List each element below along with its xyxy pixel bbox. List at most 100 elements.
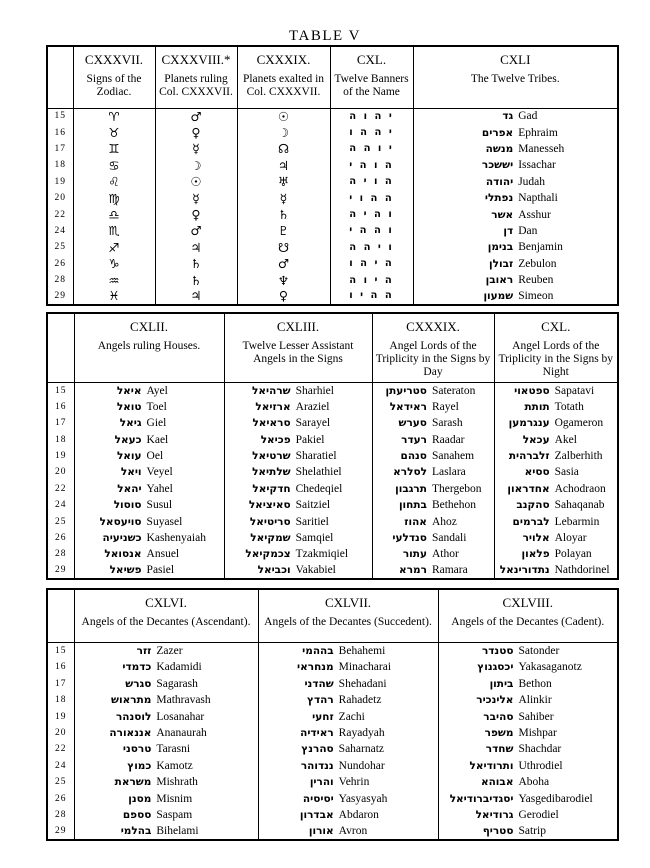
latin-transliteration: Sahaqanab — [554, 499, 605, 512]
hebrew-name: ננדוהר — [300, 759, 334, 772]
decan-angel-cadent: יכסגנוץ Yakasaganotz — [437, 659, 618, 676]
decan-angel-succedent: אורון Avron — [257, 823, 438, 840]
hebrew-name: בהלמי — [120, 824, 152, 837]
triplicity-angel-day: רמרא Ramara — [371, 562, 494, 579]
decan-angel-succedent: סהרנץ Saharnatz — [257, 741, 438, 758]
latin-transliteration: Saharnatz — [338, 743, 385, 756]
hebrew-latin-name-pair: איאל Ayel — [75, 385, 224, 397]
hebrew-latin-name-pair: שחדר Shachdar — [439, 743, 617, 755]
house-ruling-angel: איאל Ayel — [73, 382, 224, 399]
row-number: 17 — [55, 678, 67, 689]
exalted-planet-symbol-icon: ♆ — [236, 271, 330, 289]
table-row: 28 אנסואל Ansuel צכמקיאל Tzakmiqiel עתור Athor… — [47, 546, 618, 563]
decan-angel-cadent: סטנדר Satonder — [437, 642, 618, 660]
latin-transliteration: Sapatavi — [554, 384, 595, 397]
decan-angel-succedent: בההמי Behahemi — [257, 642, 438, 660]
latin-transliteration: Giel — [146, 417, 167, 430]
hebrew-latin-name-pair: אורון Avron — [259, 825, 438, 837]
column-number-roman: CXLII. — [130, 318, 168, 334]
latin-transliteration: Issachar — [518, 159, 556, 172]
assistant-angel: ארזיאל Araziel — [223, 398, 372, 415]
latin-transliteration: Satrip — [518, 824, 546, 837]
row-number: 18 — [55, 695, 67, 706]
hebrew-name: רהדץ — [307, 694, 334, 707]
column-number-roman: CXLVII. — [324, 594, 372, 610]
zodiac-sign-symbol-icon: ♎ — [72, 206, 155, 223]
corner-cell — [47, 46, 73, 109]
table-row: 17 גיאל Giel סראיאל Sarayel סערש Sarash ענגרמען… — [47, 414, 618, 432]
hebrew-latin-name-pair: אבוהא Aboha — [439, 776, 617, 788]
triplicity-angel-day: רעדר Raadar — [371, 431, 494, 448]
latin-transliteration: Totath — [554, 400, 584, 413]
hebrew-name: זבולן — [489, 257, 514, 270]
banner-of-the-name: ו ה י ה — [329, 206, 413, 223]
hebrew-name: סגרש — [125, 677, 152, 690]
latin-transliteration: Uthrodiel — [518, 759, 563, 772]
triplicity-angel-night: אחדראון Achodraon — [493, 480, 618, 497]
column-description: Signs of the Zodiac. — [86, 73, 142, 98]
hebrew-latin-name-pair: סריטיאל Saritiel — [225, 516, 372, 528]
exalted-planet-symbol-icon: ☉ — [236, 108, 330, 125]
latin-transliteration: Pasiel — [146, 564, 175, 577]
table-row: 20 ♍ ☿ ☿ ה ה ו י נפתלי Napthali — [47, 189, 618, 207]
banner-of-the-name: י ה ו ה — [329, 108, 413, 125]
triplicity-angel-night: תותת Totath — [493, 398, 618, 415]
hebrew-name: תרגבון — [395, 482, 427, 495]
hebrew-name: סהיבר — [483, 710, 514, 723]
latin-transliteration: Misnim — [156, 792, 193, 805]
hebrew-name: גד — [502, 110, 514, 123]
hebrew-latin-name-pair: ססיא Sasia — [495, 466, 617, 478]
hebrew-name: שרהיאל — [252, 384, 291, 397]
corner-cell — [47, 588, 74, 644]
hebrew-latin-name-pair: יששכר Issachar — [414, 159, 617, 172]
latin-transliteration: Yahel — [146, 482, 173, 495]
column-description: Angels of the Decantes (Ascendant). — [81, 615, 251, 628]
hebrew-name: סטריף — [482, 824, 514, 837]
latin-transliteration: Aloyar — [554, 531, 587, 544]
hebrew-latin-name-pair: כדמדי Kadamidi — [75, 661, 258, 673]
column-header: CXL. Twelve Banners of the Name — [329, 46, 413, 109]
banner-of-the-name: ה ה ו י — [329, 189, 413, 207]
column-description: Angel Lords of the Triplicity in the Sig… — [498, 339, 614, 378]
latin-transliteration: Kadamidi — [156, 661, 202, 674]
latin-transliteration: Mathravash — [156, 694, 211, 707]
hebrew-name: יהאל — [117, 482, 142, 495]
latin-transliteration: Kamotz — [156, 759, 193, 772]
hebrew-latin-name-pair: שרטיאל Sharatiel — [225, 450, 372, 462]
table-row: 24 סוסול Susul סאיציאל Saitziel בתחון Bethehon… — [47, 496, 618, 514]
hebrew-latin-name-pair: סהקנב Sahaqanab — [495, 499, 617, 512]
column-header: CXXXVIII.* Planets ruling Col. CXXXVII. — [154, 46, 237, 109]
row-number: 28 — [54, 275, 66, 286]
hebrew-name: אלינכיר — [476, 694, 514, 707]
row-number: 25 — [55, 777, 67, 788]
hebrew-name: סהרנץ — [301, 743, 334, 756]
decan-angel-cadent: סטריף Satrip — [437, 823, 618, 840]
row-number: 28 — [55, 809, 67, 820]
table-row: 20 אננאורה Ananaurah ראידיה Rayadyah משפר Mish… — [47, 724, 618, 742]
latin-transliteration: Athor — [431, 548, 459, 561]
hebrew-latin-name-pair: בנימן Benjamin — [414, 241, 617, 253]
column-description: Planets exalted in Col. CXXXVII. — [242, 73, 325, 98]
latin-transliteration: Ayel — [146, 384, 168, 397]
decan-angel-succedent: זחעי Zachi — [257, 708, 438, 725]
table-angels-of-the-decanates: CXLVI. Angels of the Decantes (Ascendant)… — [46, 587, 619, 841]
hebrew-name: יכסגנוץ — [477, 661, 514, 674]
hebrew-name: גיאל — [119, 417, 142, 430]
hebrew-name: בתחון — [398, 499, 427, 512]
latin-transliteration: Polayan — [554, 548, 592, 561]
row-number: 19 — [55, 711, 67, 722]
column-number-roman: CXXXIX. — [256, 52, 311, 67]
hebrew-latin-name-pair: סנדלעי Sandali — [373, 532, 494, 544]
decan-angel-ascendant: מסנן Misnim — [73, 790, 258, 807]
hebrew-latin-name-pair: סספם Saspam — [75, 809, 258, 821]
hebrew-name: אבדרון — [299, 808, 334, 821]
banner-of-the-name: ה ו י ה — [329, 173, 413, 190]
hebrew-latin-name-pair: סנהם Sanahem — [373, 450, 494, 462]
latin-transliteration: Toel — [146, 400, 167, 413]
tribe-name: מנשה Manesseh — [412, 140, 618, 158]
tribe-name: אפרים Ephraim — [412, 124, 618, 141]
row-number: 24 — [54, 225, 66, 236]
latin-transliteration: Zazer — [156, 645, 183, 658]
hebrew-latin-name-pair: יהודה Judah — [414, 176, 617, 188]
hebrew-name: ויאל — [120, 466, 142, 479]
